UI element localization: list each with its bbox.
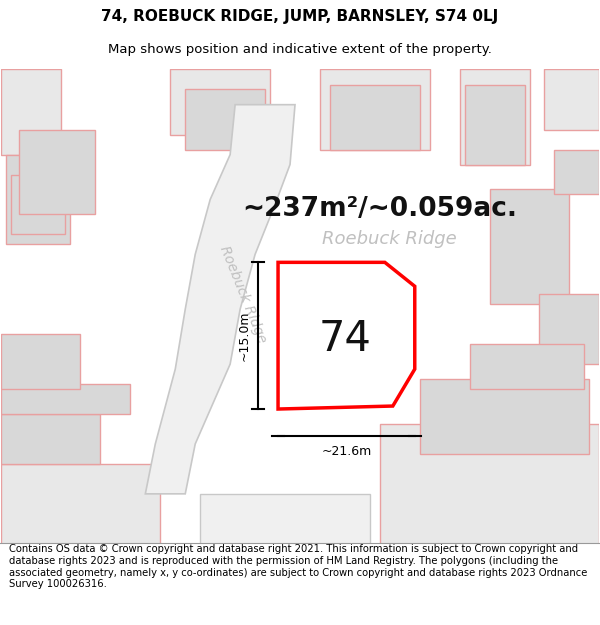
- Polygon shape: [544, 69, 599, 129]
- Text: Roebuck Ridge: Roebuck Ridge: [322, 231, 457, 248]
- Polygon shape: [330, 85, 420, 149]
- Polygon shape: [200, 494, 370, 544]
- Polygon shape: [1, 69, 61, 154]
- Polygon shape: [320, 69, 430, 149]
- Polygon shape: [1, 334, 80, 389]
- Polygon shape: [490, 189, 569, 304]
- Polygon shape: [145, 104, 295, 494]
- Polygon shape: [420, 379, 589, 454]
- Polygon shape: [1, 414, 100, 464]
- Polygon shape: [5, 154, 70, 244]
- Polygon shape: [470, 344, 584, 389]
- Text: 74: 74: [319, 318, 371, 360]
- Polygon shape: [295, 279, 375, 392]
- Polygon shape: [185, 89, 265, 149]
- Text: ~237m²/~0.059ac.: ~237m²/~0.059ac.: [242, 196, 517, 222]
- Polygon shape: [380, 424, 599, 544]
- Text: Contains OS data © Crown copyright and database right 2021. This information is : Contains OS data © Crown copyright and d…: [9, 544, 587, 589]
- Polygon shape: [539, 294, 599, 364]
- Text: 74, ROEBUCK RIDGE, JUMP, BARNSLEY, S74 0LJ: 74, ROEBUCK RIDGE, JUMP, BARNSLEY, S74 0…: [101, 9, 499, 24]
- Polygon shape: [19, 129, 95, 214]
- Text: ~21.6m: ~21.6m: [321, 446, 371, 459]
- Polygon shape: [278, 262, 415, 409]
- Text: ~15.0m: ~15.0m: [238, 311, 251, 361]
- Polygon shape: [554, 149, 599, 194]
- Text: Roebuck Ridge: Roebuck Ridge: [217, 244, 269, 345]
- Text: Map shows position and indicative extent of the property.: Map shows position and indicative extent…: [108, 42, 492, 56]
- Polygon shape: [1, 464, 160, 544]
- Polygon shape: [170, 69, 270, 134]
- Polygon shape: [464, 85, 524, 164]
- Polygon shape: [11, 174, 65, 234]
- Polygon shape: [1, 384, 130, 414]
- Polygon shape: [460, 69, 530, 164]
